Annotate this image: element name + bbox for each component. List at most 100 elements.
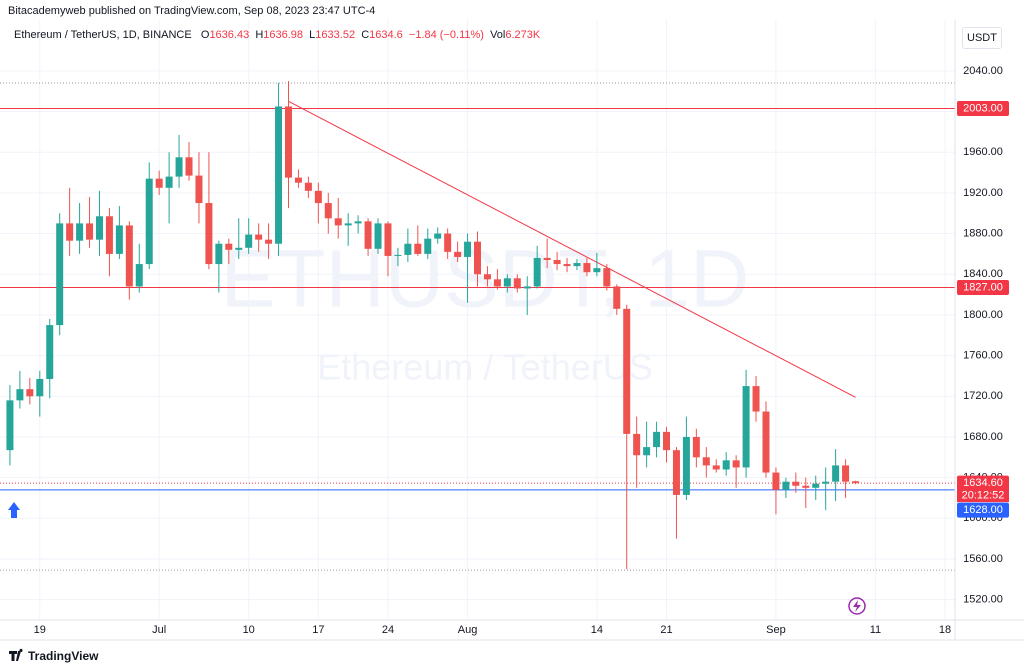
flash-icon[interactable] [848,597,866,615]
legend-label: O [200,29,210,41]
candle-body [76,223,84,241]
candle-body [324,203,332,219]
watermark-description: Ethereum / TetherUS [317,347,653,388]
x-tick-label: 10 [243,624,255,636]
candle-body [852,481,860,484]
candle-body [702,457,710,466]
candle-body [762,411,770,473]
legend-value: 1636.43 [209,29,250,41]
candle-body [205,203,213,265]
candle-body [474,241,481,275]
candle-body [643,447,651,456]
y-tick-label: 1840.00 [963,268,1003,280]
candle-body [86,223,94,240]
candle-body [802,485,810,488]
candle-body [424,238,432,254]
candle-body [6,400,14,451]
candle-body [633,433,641,456]
candle-body [294,177,302,183]
candle-body [36,378,44,397]
candle-body [354,221,362,224]
candle-body [732,460,740,468]
candle-body [692,436,700,458]
y-tick-label: 1800.00 [963,309,1003,321]
x-tick-label: Sep [766,624,786,636]
candle-body [344,223,352,226]
flash-icon-bolt [853,600,861,612]
candle-body [125,225,133,287]
x-tick-label: 19 [34,624,46,636]
legend-symbol: Ethereum / TetherUS, 1D, BINANCE [14,29,192,41]
candle-body [384,223,392,256]
last-price-badge-bg [957,475,1009,491]
candle-body [175,157,183,177]
price-line-badge-bg [957,100,1009,116]
legend-label: Vol [490,29,506,41]
legend-label: C [361,29,370,41]
price-line-badge: 2003.00 [963,102,1003,114]
candle-body [653,431,661,448]
candle-body [215,243,223,265]
legend-label: L [309,29,316,41]
candle-body [434,233,442,239]
candle-body [493,279,501,287]
y-tick-label: 1880.00 [963,227,1003,239]
x-tick-label: Jul [152,624,166,636]
legend-value: 1633.52 [315,29,356,41]
candle-body [672,450,680,495]
candle-body [275,106,283,244]
candle-body [503,278,511,287]
price-line-badge: 1628.00 [963,504,1003,516]
candle-body [782,481,790,490]
candle-body [543,257,551,260]
candle-body [553,260,561,265]
legend: Ethereum / TetherUS, 1D, BINANCE O1636.4… [14,29,540,41]
y-tick-label: 1720.00 [963,390,1003,402]
candle-body [135,264,143,287]
candle-body [165,176,173,188]
candle-body [842,465,850,482]
plot [0,81,955,571]
candle-body [145,178,153,265]
candle-body [722,460,730,470]
price-line-badge: 1827.00 [963,281,1003,293]
x-tick-label: Aug [458,624,478,636]
candle-body [533,257,541,287]
axes: 1520.001560.001600.001640.001680.001720.… [34,65,1009,636]
last-price-badge: 1634.60 [963,477,1003,489]
candle-body [682,436,690,495]
candle-body [593,268,601,273]
y-tick-label: 1520.00 [963,594,1003,606]
candle-body [155,178,163,188]
legend-value: 1636.98 [263,29,304,41]
legend-change: −1.84 (−0.11%) [408,29,484,41]
candle-body [573,263,581,267]
candle-body [26,389,34,397]
legend-label: H [255,29,264,41]
candle-body [255,234,263,240]
candle-body [603,268,611,287]
candle-body [334,218,342,226]
candle-body [235,247,243,250]
brand-name: TradingView [28,649,99,663]
candle-body [812,483,820,488]
candle-body [772,472,780,490]
candle-body [225,243,233,250]
candle-body [245,234,253,248]
x-tick-label: 24 [382,624,394,636]
currency-button[interactable]: USDT [962,27,1002,49]
legend-value: 6.273K [505,29,541,41]
candle-body [304,182,312,191]
countdown: 20:12:52 [962,490,1005,502]
y-tick-label: 1920.00 [963,187,1003,199]
candle-body [523,286,531,289]
price-line-badge-bg [957,279,1009,295]
candle-body [195,175,203,204]
candle-body [95,216,103,240]
price-line-badge-bg [957,502,1009,518]
candle-body [454,251,462,257]
y-tick-label: 2040.00 [963,65,1003,77]
arrow-marker [8,502,20,518]
brand-logo [9,648,23,661]
